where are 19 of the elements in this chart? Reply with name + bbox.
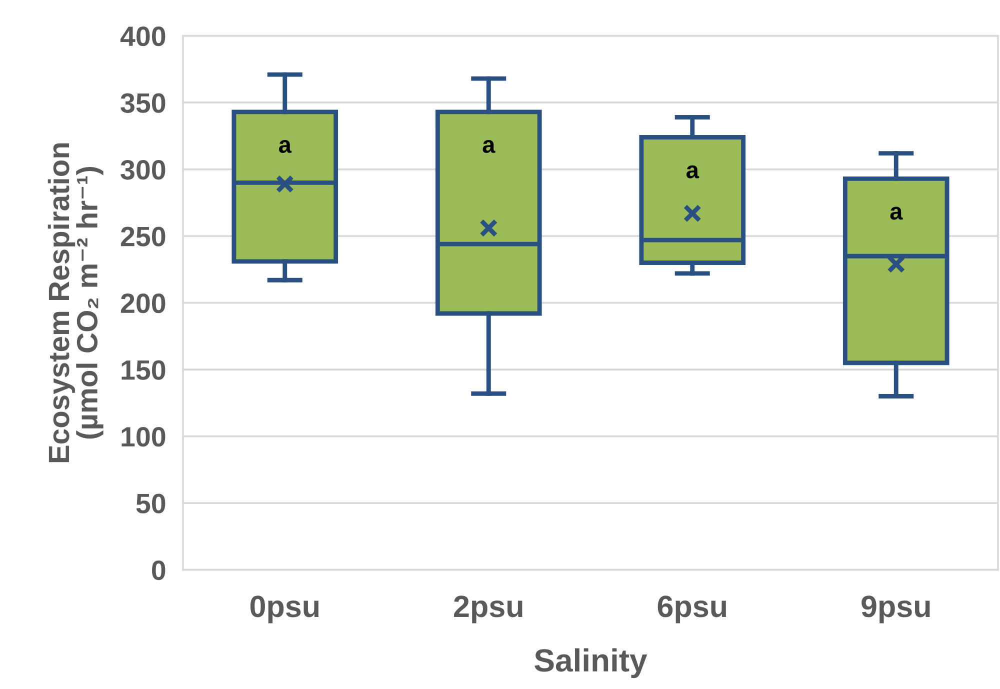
x-axis-title: Salinity <box>534 648 648 678</box>
y-tick-label: 100 <box>122 426 166 447</box>
y-axis-title: Ecosystem Respiration (µmol CO₂ m⁻² hr⁻¹) <box>48 143 104 462</box>
y-tick-label: 0 <box>152 560 166 580</box>
x-tick-label: 2psu <box>454 596 522 624</box>
y-tick-label: 150 <box>122 360 166 380</box>
x-tick-label: 9psu <box>862 596 930 624</box>
y-tick-label: 350 <box>120 93 166 113</box>
y-tick-label: 400 <box>120 26 166 46</box>
y-tick-label: 50 <box>136 494 166 514</box>
annotation: a <box>279 140 292 153</box>
y-tick-label: 300 <box>120 160 166 180</box>
x-tick-label: 0psu <box>250 596 319 624</box>
y-tick-label: 200 <box>120 293 166 314</box>
annotation: a <box>482 140 496 153</box>
x-tick-label: 6psu <box>658 596 726 624</box>
y-tick-label: 250 <box>120 226 166 246</box>
annotation: a <box>890 206 903 220</box>
annotation: a <box>686 165 700 178</box>
